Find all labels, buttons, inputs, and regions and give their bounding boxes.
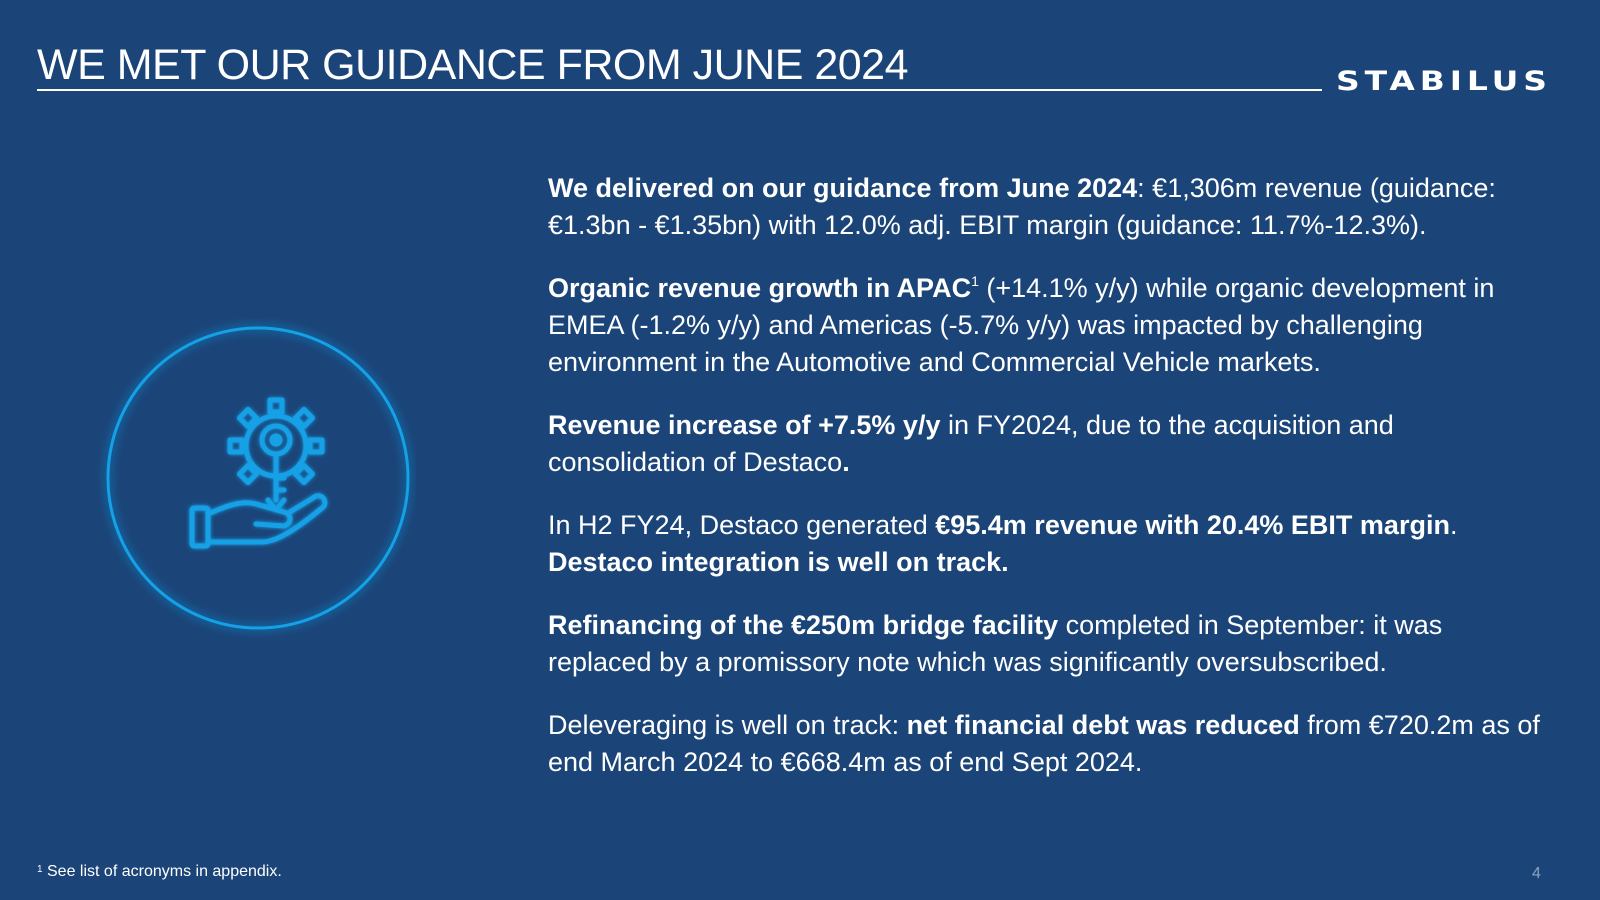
paragraph-bold: Refinancing of the €250m bridge facility bbox=[548, 610, 1059, 640]
footnote-text: See list of acronyms in appendix. bbox=[42, 863, 282, 880]
paragraph-bold: . bbox=[842, 447, 850, 477]
paragraph-refinancing: Refinancing of the €250m bridge facility… bbox=[548, 607, 1548, 681]
footnote: 1 See list of acronyms in appendix. bbox=[37, 863, 282, 881]
paragraph-text: from €720.2m as of end March 2024 to €66… bbox=[548, 710, 1540, 777]
paragraph-text: : €1,306m revenue (guidance: €1.3bn - €1… bbox=[548, 173, 1496, 240]
title-underline bbox=[37, 89, 1322, 91]
footnote-marker: 1 bbox=[971, 273, 979, 289]
paragraph-organic-growth: Organic revenue growth in APAC1 (+14.1% … bbox=[548, 270, 1548, 381]
paragraph-bold: Destaco integration is well on track. bbox=[548, 547, 1009, 577]
footnote-marker: 1 bbox=[37, 864, 43, 875]
paragraph-revenue-increase: Revenue increase of +7.5% y/y in FY2024,… bbox=[548, 407, 1548, 481]
bullet-content: We delivered on our guidance from June 2… bbox=[548, 170, 1548, 807]
paragraph-guidance: We delivered on our guidance from June 2… bbox=[548, 170, 1548, 244]
paragraph-bold: Revenue increase of +7.5% y/y bbox=[548, 410, 941, 440]
paragraph-bold: We delivered on our guidance from June 2… bbox=[548, 173, 1138, 203]
paragraph-text: In H2 FY24, Destaco generated bbox=[548, 510, 936, 540]
paragraph-destaco: In H2 FY24, Destaco generated €95.4m rev… bbox=[548, 507, 1548, 581]
paragraph-text: Deleveraging is well on track: bbox=[548, 710, 907, 740]
gear-key-hand-icon bbox=[96, 318, 416, 638]
paragraph-bold: Organic revenue growth in APAC bbox=[548, 273, 972, 303]
paragraph-text: . bbox=[1449, 510, 1458, 540]
stabilus-logo: STABILUS bbox=[1336, 66, 1552, 97]
slide-title: WE MET OUR GUIDANCE FROM JUNE 2024 bbox=[37, 41, 909, 89]
paragraph-text: (+14.1% y/y) while organic development i… bbox=[548, 273, 1495, 377]
page-number: 4 bbox=[1532, 865, 1541, 882]
paragraph-text: in FY2024, due to the acquisition and co… bbox=[548, 410, 1394, 477]
paragraph-bold: net financial debt was reduced bbox=[906, 710, 1300, 740]
paragraph-bold: €95.4m revenue with 20.4% EBIT margin bbox=[935, 510, 1450, 540]
paragraph-text: completed in September: it was replaced … bbox=[548, 610, 1443, 677]
paragraph-deleveraging: Deleveraging is well on track: net finan… bbox=[548, 707, 1548, 781]
